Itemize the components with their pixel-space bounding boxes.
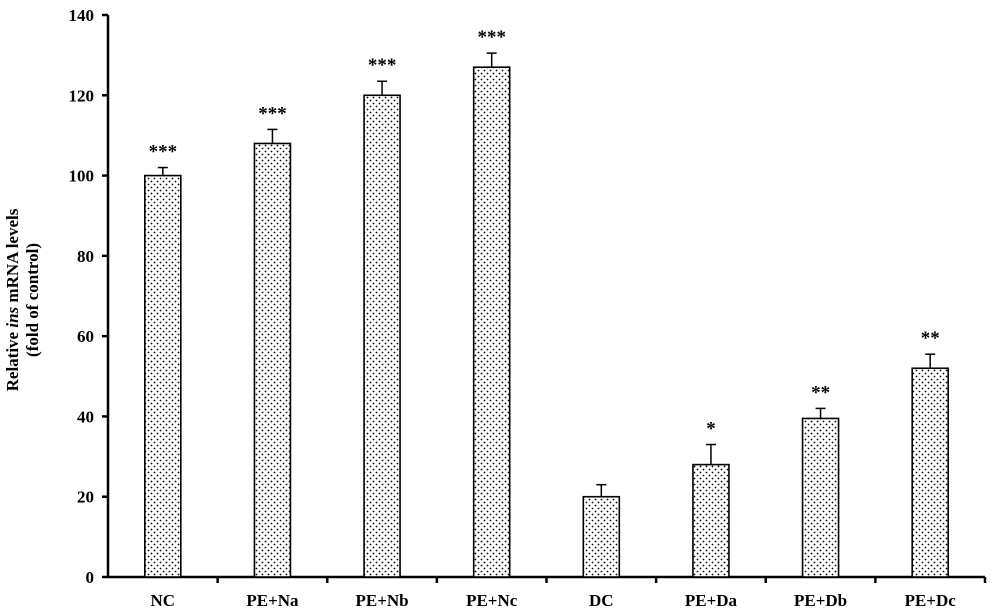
y-tick-label: 20 <box>77 488 94 507</box>
x-axis: NC PE+Na PE+Nb PE+Nc DC PE+Da PE+Db PE+Dc <box>108 575 987 610</box>
bar <box>472 66 511 578</box>
significance-label: ** <box>921 328 940 349</box>
y-tick-label: 80 <box>77 247 94 266</box>
y-tick-label: 0 <box>86 568 95 587</box>
bar <box>692 463 730 578</box>
significance-label: * <box>706 419 716 440</box>
y-tick-label: 140 <box>69 6 95 25</box>
bar <box>253 142 292 578</box>
y-axis-label: Relative ins mRNA levels(fold of control… <box>3 208 42 391</box>
significance-label: *** <box>477 27 506 48</box>
y-axis: 0 20 40 60 80 100 120 140 <box>69 6 110 587</box>
y-tick-label: 120 <box>69 86 95 105</box>
x-tick-label: PE+Nc <box>466 591 518 610</box>
significance-label: *** <box>258 103 287 124</box>
y-tick-label: 40 <box>77 407 94 426</box>
y-tick-label: 60 <box>77 327 94 346</box>
bar <box>911 367 949 578</box>
bar <box>363 94 401 578</box>
bar <box>582 495 621 578</box>
x-tick-label: DC <box>589 591 614 610</box>
y-tick-label: 100 <box>69 167 95 186</box>
x-tick-label: PE+Dc <box>905 591 957 610</box>
bar-series: ***************** <box>144 27 949 578</box>
x-tick-label: PE+Db <box>794 591 847 610</box>
x-tick-label: PE+Da <box>685 591 738 610</box>
x-tick-label: PE+Na <box>246 591 299 610</box>
significance-label: *** <box>368 55 397 76</box>
x-tick-label: NC <box>151 591 176 610</box>
x-tick-label: PE+Nb <box>355 591 408 610</box>
significance-label: *** <box>149 142 178 163</box>
significance-label: ** <box>811 382 830 403</box>
bar <box>144 174 182 578</box>
bar <box>801 417 840 578</box>
